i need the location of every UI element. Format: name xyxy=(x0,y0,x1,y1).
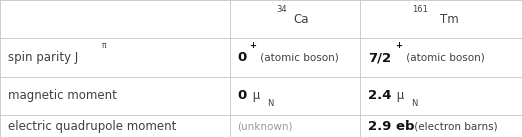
Text: 2.4: 2.4 xyxy=(368,89,392,102)
Text: μ: μ xyxy=(393,89,405,102)
Text: 0: 0 xyxy=(238,89,247,102)
Text: (atomic boson): (atomic boson) xyxy=(257,53,339,62)
Text: spin parity J: spin parity J xyxy=(8,51,78,64)
Text: 161: 161 xyxy=(412,5,428,14)
Text: +: + xyxy=(395,41,402,50)
Text: π: π xyxy=(102,41,106,50)
Text: 2.9 eb: 2.9 eb xyxy=(368,120,414,132)
Text: electric quadrupole moment: electric quadrupole moment xyxy=(8,120,176,132)
Text: magnetic moment: magnetic moment xyxy=(8,89,117,102)
Text: (electron barns): (electron barns) xyxy=(411,121,498,131)
Text: 34: 34 xyxy=(277,5,287,14)
Text: N: N xyxy=(411,99,418,108)
Text: (atomic boson): (atomic boson) xyxy=(403,53,485,62)
Text: +: + xyxy=(249,41,256,50)
Text: (unknown): (unknown) xyxy=(238,121,293,131)
Text: 7/2: 7/2 xyxy=(368,51,391,64)
Text: N: N xyxy=(267,99,274,108)
Text: Tm: Tm xyxy=(440,13,458,26)
Text: Ca: Ca xyxy=(293,13,309,26)
Text: μ: μ xyxy=(249,89,260,102)
Text: 0: 0 xyxy=(238,51,247,64)
